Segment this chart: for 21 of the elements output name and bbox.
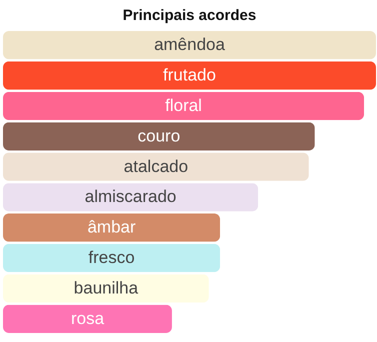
y-tick-label: fresco bbox=[88, 248, 135, 268]
y-tick-label: amêndoa bbox=[154, 35, 226, 54]
bar bbox=[3, 304, 172, 333]
bar bbox=[3, 122, 315, 151]
bar bbox=[3, 31, 376, 60]
y-tick-label: atalcado bbox=[124, 156, 188, 176]
bar bbox=[3, 183, 258, 212]
bar bbox=[3, 92, 364, 120]
text: Principais acordes bbox=[122, 7, 256, 24]
y-tick-label: floral bbox=[165, 96, 202, 115]
bar bbox=[3, 244, 220, 272]
bar bbox=[3, 213, 220, 242]
y-tick-label: rosa bbox=[70, 308, 105, 328]
y-tick-label: baunilha bbox=[74, 278, 139, 298]
y-tick-label: couro bbox=[138, 126, 180, 146]
y-tick-label: almiscarado bbox=[84, 187, 176, 206]
y-tick-label: frutado bbox=[163, 66, 216, 85]
bar bbox=[3, 152, 309, 181]
bar bbox=[3, 274, 209, 303]
bar bbox=[3, 61, 376, 90]
y-tick-label: âmbar bbox=[87, 218, 136, 237]
